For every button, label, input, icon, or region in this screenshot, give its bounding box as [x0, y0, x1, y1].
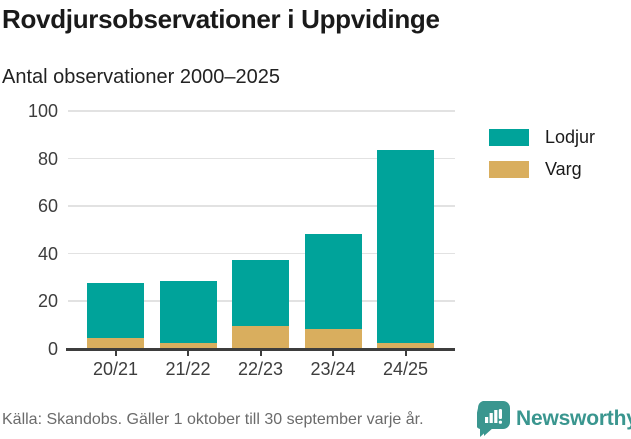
x-axis-tick-label: 22/23	[237, 358, 284, 379]
chart-legend: Lodjur Varg	[489, 127, 595, 191]
x-axis-line	[66, 347, 455, 351]
gridline	[68, 252, 455, 254]
legend-label: Lodjur	[545, 127, 596, 147]
x-axis-tick-label: 24/25	[382, 358, 429, 379]
y-axis-tick-label: 100	[27, 101, 58, 121]
x-axis-tick	[404, 350, 407, 356]
x-axis-tick	[259, 350, 262, 356]
x-axis-tick	[114, 350, 117, 356]
bar-segment-lodjur	[87, 283, 144, 338]
legend-swatch	[489, 161, 529, 178]
legend-swatch	[489, 129, 529, 146]
y-axis-tick-label: 0	[47, 338, 58, 359]
bar-segment-varg	[304, 328, 362, 348]
chart-title: Rovdjursobservationer i Uppvidinge	[2, 4, 440, 34]
x-axis-tick	[332, 350, 334, 356]
newsworthy-brand-link[interactable]: Newsworthy	[477, 401, 631, 437]
x-axis-tick-label: 20/21	[92, 358, 139, 379]
chart-subtitle: Antal observationer 2000–2025	[2, 66, 280, 88]
legend-label: Varg	[545, 159, 582, 179]
newsworthy-logo-icon	[477, 401, 510, 437]
legend-item-lodjur: Lodjur	[489, 127, 595, 148]
bar-segment-lodjur	[377, 150, 434, 343]
source-note: Källa: Skandobs. Gäller 1 oktober till 3…	[2, 411, 424, 428]
x-axis-tick-label: 21/22	[165, 358, 211, 379]
y-axis-tick-label: 80	[37, 148, 58, 169]
y-axis-tick-label: 60	[37, 196, 58, 216]
legend-item-varg: Varg	[489, 159, 595, 180]
y-axis-tick-label: 20	[37, 291, 58, 311]
bar-segment-varg	[232, 326, 289, 348]
gridline	[68, 110, 455, 112]
bar-segment-varg	[377, 342, 434, 348]
bar-segment-lodjur	[159, 281, 217, 343]
y-axis-tick-label: 40	[37, 243, 58, 264]
brand-name: Newsworthy	[516, 407, 631, 430]
gridline	[68, 205, 455, 207]
bar-segment-varg	[159, 342, 217, 348]
bar-segment-lodjur	[304, 233, 362, 329]
bar-segment-lodjur	[232, 259, 289, 327]
x-axis-tick-label: 23/24	[310, 358, 356, 379]
bar-segment-varg	[87, 338, 144, 348]
x-axis-tick	[187, 350, 189, 356]
gridline	[68, 157, 455, 159]
